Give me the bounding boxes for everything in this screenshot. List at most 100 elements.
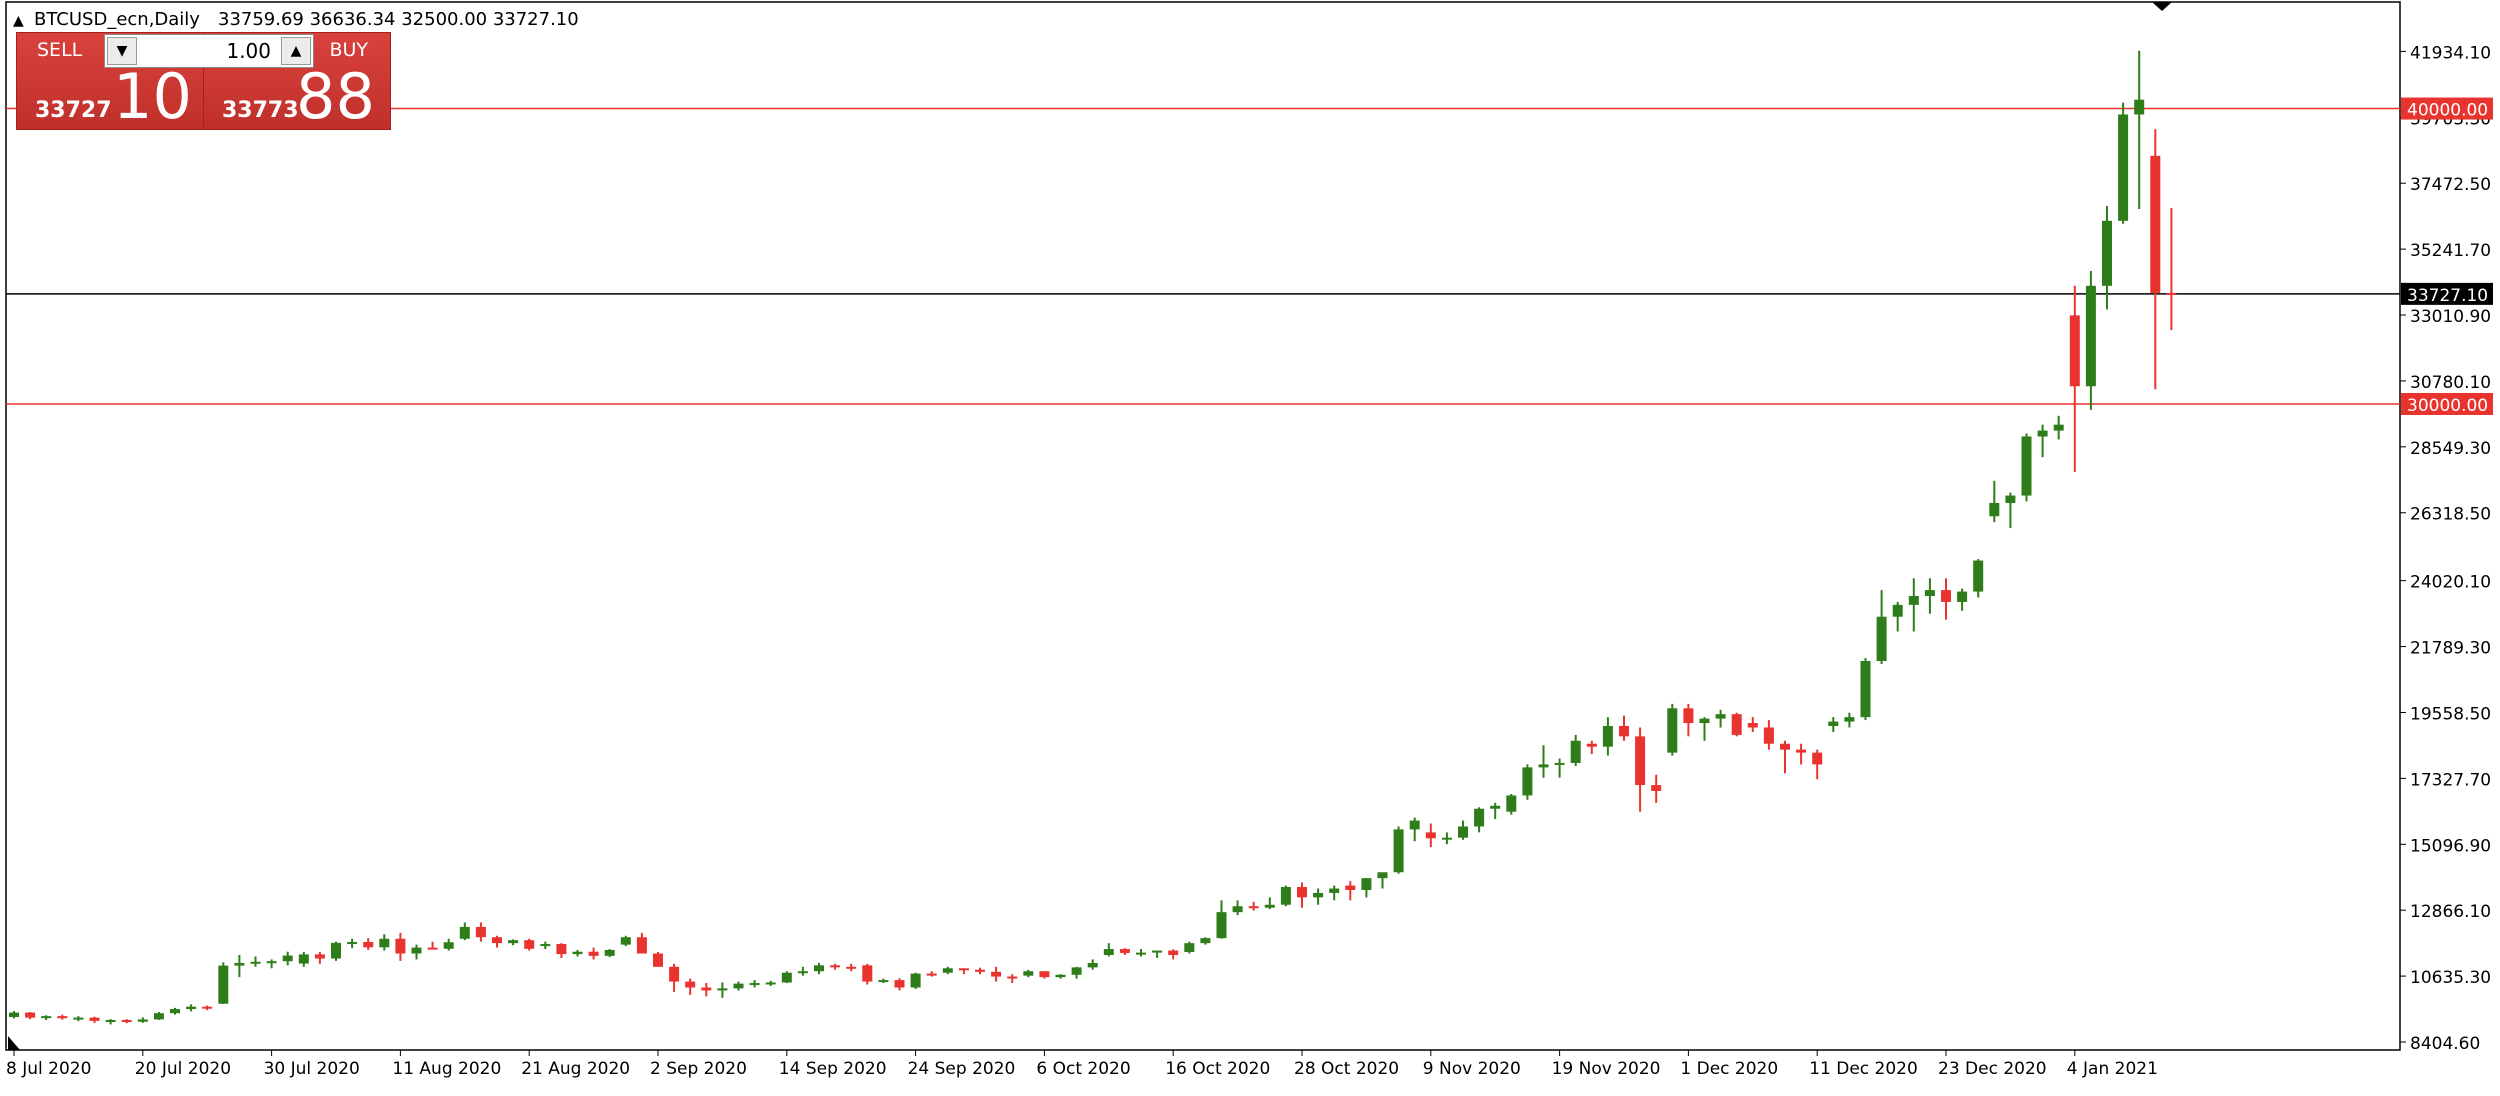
candle — [105, 1019, 116, 1025]
candle-body — [25, 1012, 36, 1018]
candle — [1168, 949, 1179, 960]
candle — [1699, 717, 1710, 741]
candle — [1136, 949, 1146, 957]
candle-body — [475, 926, 486, 938]
candle — [9, 1011, 19, 1019]
candle — [1957, 588, 1968, 611]
candle-body — [1361, 878, 1372, 890]
candle-body — [266, 961, 277, 964]
lot-decrease-button[interactable]: ▼ — [107, 37, 137, 65]
candle-body — [1683, 708, 1694, 724]
candle — [636, 932, 647, 954]
candle — [1393, 826, 1404, 874]
candle-body — [1441, 837, 1452, 840]
candle — [540, 941, 551, 950]
candle — [669, 963, 680, 992]
x-tick-label: 21 Aug 2020 — [521, 1059, 630, 1079]
candle-body — [508, 940, 519, 944]
candle-body — [1812, 752, 1823, 765]
candle — [1941, 578, 1951, 620]
candle — [572, 949, 583, 957]
candle-body — [2053, 424, 2064, 431]
candle-body — [1860, 661, 1871, 718]
x-tick-label: 9 Nov 2020 — [1423, 1059, 1521, 1079]
candle-body — [749, 983, 760, 986]
candle-body — [1876, 616, 1887, 662]
candle — [1828, 717, 1839, 732]
candle — [234, 954, 245, 978]
candle-body — [298, 954, 309, 964]
candle — [1683, 703, 1694, 737]
candle — [1119, 948, 1130, 955]
candle — [1474, 807, 1485, 833]
candle-body — [685, 981, 696, 988]
candle-body — [1651, 785, 1662, 792]
candle-body — [572, 951, 583, 955]
shift-marker-icon[interactable] — [2152, 2, 2172, 11]
candle — [2102, 206, 2112, 310]
ohlc-values: 33759.69 36636.34 32500.00 33727.10 — [218, 9, 579, 30]
candle — [878, 978, 889, 984]
candle — [1554, 758, 1565, 778]
candle — [459, 922, 470, 941]
candle-body — [830, 965, 841, 968]
candle-body — [1828, 721, 1839, 727]
x-tick-label: 20 Jul 2020 — [135, 1059, 231, 1079]
candle — [1039, 971, 1050, 979]
candle-body — [2037, 430, 2048, 437]
triangle-up-icon: ▲ — [13, 13, 24, 29]
sell-price-prefix: 33727 — [35, 98, 112, 123]
arrow-up-icon: ▲ — [290, 43, 302, 59]
price-level-label: 30000.00 — [2407, 396, 2488, 416]
candle — [1264, 897, 1275, 910]
candle — [1055, 974, 1066, 979]
candle-body — [669, 966, 680, 982]
candle-body — [1763, 727, 1774, 744]
candle-body — [41, 1016, 52, 1019]
candle — [1152, 950, 1163, 958]
x-tick-label: 11 Dec 2020 — [1809, 1059, 1918, 1079]
candle-body — [1039, 971, 1050, 978]
candle — [2069, 285, 2080, 472]
symbol-label: BTCUSD_ecn,Daily — [34, 9, 200, 30]
candle-body — [395, 938, 406, 954]
candle — [1313, 888, 1324, 905]
candle-body — [1200, 938, 1211, 944]
candle — [1602, 717, 1613, 756]
candle-body — [1023, 971, 1034, 976]
candle-body — [2166, 292, 2177, 295]
candle — [1989, 480, 2000, 523]
candle — [2166, 207, 2177, 331]
candle-body — [347, 941, 358, 944]
candle-body — [363, 941, 374, 948]
candle — [1538, 745, 1549, 778]
candle-body — [170, 1009, 180, 1014]
candle-body — [1908, 596, 1919, 605]
candle-body — [492, 937, 502, 944]
candle — [975, 967, 985, 975]
candle — [1570, 734, 1581, 766]
x-tick-label: 28 Oct 2020 — [1294, 1059, 1399, 1079]
buy-price-pips: 88 — [296, 60, 375, 133]
candle — [2134, 50, 2145, 209]
lot-increase-button[interactable]: ▲ — [281, 37, 311, 65]
candle — [1796, 743, 1807, 765]
candle — [475, 922, 486, 942]
candle-body — [1393, 829, 1404, 873]
candle-body — [1136, 952, 1146, 955]
candle-body — [1119, 949, 1130, 953]
candle-body — [1216, 912, 1227, 939]
buy-price-prefix: 33773 — [222, 98, 299, 123]
candle — [556, 943, 567, 958]
candle-body — [1264, 904, 1275, 908]
price-level-label: 40000.00 — [2407, 101, 2488, 121]
candle-body — [717, 988, 728, 991]
candle — [1184, 941, 1195, 954]
candle-body — [1941, 590, 1951, 602]
candle — [749, 980, 760, 988]
candle-body — [153, 1013, 164, 1020]
candle — [733, 981, 744, 991]
candle — [1731, 712, 1742, 737]
lot-size-input[interactable] — [141, 38, 275, 64]
